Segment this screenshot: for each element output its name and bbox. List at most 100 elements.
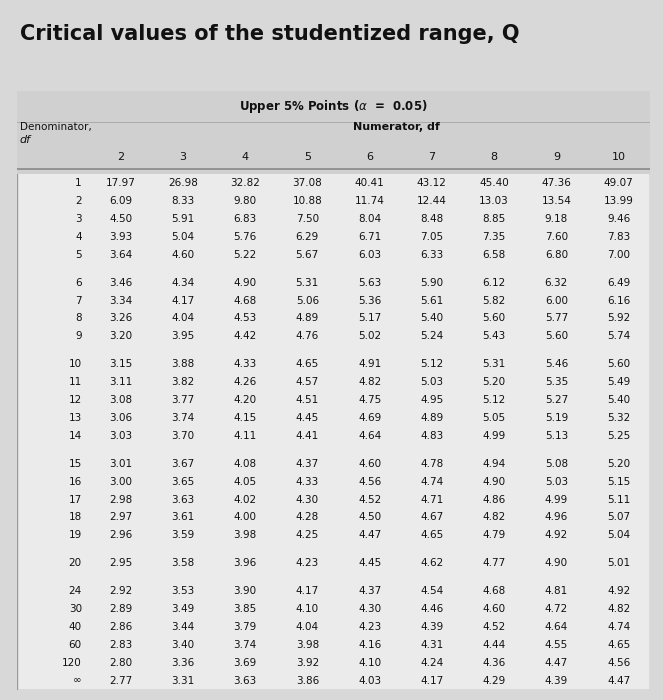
Text: 5.05: 5.05 [483,413,506,423]
Text: 24: 24 [68,586,82,596]
Text: 5.15: 5.15 [607,477,631,486]
Text: 40.41: 40.41 [355,178,385,188]
Text: 18: 18 [68,512,82,522]
Text: 4.65: 4.65 [296,359,319,369]
Text: 13.99: 13.99 [604,196,634,206]
Text: 3.01: 3.01 [109,458,132,469]
Text: 4: 4 [75,232,82,242]
Text: 3.98: 3.98 [296,640,319,650]
Text: 4.47: 4.47 [545,657,568,668]
Text: 6.32: 6.32 [545,278,568,288]
Text: 4.56: 4.56 [358,477,381,486]
Text: 3.92: 3.92 [296,657,319,668]
Text: 3.95: 3.95 [171,331,194,342]
Text: 10.88: 10.88 [292,196,322,206]
Text: 6.12: 6.12 [483,278,506,288]
Text: 5.36: 5.36 [358,295,381,306]
Text: 4.90: 4.90 [483,477,506,486]
Text: 8.04: 8.04 [358,214,381,224]
Text: 4.34: 4.34 [171,278,194,288]
Text: 4.37: 4.37 [296,458,319,469]
Text: 4.17: 4.17 [171,295,194,306]
Text: 3.63: 3.63 [233,676,257,685]
Text: 4.90: 4.90 [545,558,568,568]
Text: 4.60: 4.60 [171,250,194,260]
Text: 4.33: 4.33 [233,359,257,369]
Text: 4.64: 4.64 [358,431,381,441]
Text: 3.11: 3.11 [109,377,132,387]
Text: 4.51: 4.51 [296,395,319,405]
Text: 5.02: 5.02 [358,331,381,342]
Text: 4.04: 4.04 [296,622,319,632]
Text: 4.64: 4.64 [545,622,568,632]
Text: 4.17: 4.17 [296,586,319,596]
Text: 3.70: 3.70 [171,431,194,441]
Text: 9.18: 9.18 [545,214,568,224]
Text: 8: 8 [75,314,82,323]
Text: 4.00: 4.00 [233,512,257,522]
Text: 5.17: 5.17 [358,314,381,323]
Text: 3.03: 3.03 [109,431,132,441]
Text: 4.11: 4.11 [233,431,257,441]
Text: 2.80: 2.80 [109,657,132,668]
Text: 4.77: 4.77 [483,558,506,568]
Text: 4.10: 4.10 [358,657,381,668]
Text: 5.31: 5.31 [483,359,506,369]
Text: 2.77: 2.77 [109,676,132,685]
Text: 3.64: 3.64 [109,250,132,260]
Text: 4.25: 4.25 [296,531,319,540]
Text: 4.24: 4.24 [420,657,444,668]
Text: 3.34: 3.34 [109,295,132,306]
Text: 5.90: 5.90 [420,278,444,288]
Text: 2.95: 2.95 [109,558,132,568]
Text: 6.00: 6.00 [545,295,568,306]
Text: 4.74: 4.74 [420,477,444,486]
Text: 5.25: 5.25 [607,431,631,441]
Text: 4.62: 4.62 [420,558,444,568]
Text: 4.31: 4.31 [420,640,444,650]
Text: 3.86: 3.86 [296,676,319,685]
Text: 5.03: 5.03 [420,377,444,387]
Text: 4.02: 4.02 [233,494,257,505]
Text: 4.89: 4.89 [296,314,319,323]
Text: 60: 60 [69,640,82,650]
Text: 3.06: 3.06 [109,413,132,423]
Text: 3.63: 3.63 [171,494,194,505]
Text: 7.60: 7.60 [545,232,568,242]
Text: 2: 2 [75,196,82,206]
Text: Numerator, ​df: Numerator, ​df [353,122,440,132]
Text: 4.65: 4.65 [420,531,444,540]
Text: 8.48: 8.48 [420,214,444,224]
Text: 1: 1 [75,178,82,188]
Text: 2: 2 [117,153,124,162]
Text: 4.16: 4.16 [358,640,381,650]
Text: 4.71: 4.71 [420,494,444,505]
Text: 4.15: 4.15 [233,413,257,423]
Text: 6.16: 6.16 [607,295,631,306]
Text: 3: 3 [75,214,82,224]
Text: 4.26: 4.26 [233,377,257,387]
Text: 13.54: 13.54 [542,196,572,206]
Text: 5.31: 5.31 [296,278,319,288]
Text: 120: 120 [62,657,82,668]
Text: 4.52: 4.52 [483,622,506,632]
Text: 10: 10 [611,153,626,162]
Text: df: df [20,135,30,145]
Text: 5.07: 5.07 [607,512,630,522]
Text: 4.47: 4.47 [607,676,631,685]
Text: 3.53: 3.53 [171,586,194,596]
Text: 5.60: 5.60 [607,359,630,369]
Text: 5: 5 [75,250,82,260]
Text: 7.00: 7.00 [607,250,630,260]
Text: 6.71: 6.71 [358,232,381,242]
Text: 4.23: 4.23 [296,558,319,568]
Text: 3.65: 3.65 [171,477,194,486]
Text: ∞: ∞ [73,676,82,685]
Text: 5.32: 5.32 [607,413,631,423]
Text: 12.44: 12.44 [417,196,447,206]
Text: 3.15: 3.15 [109,359,132,369]
Text: 4.33: 4.33 [296,477,319,486]
Text: 3.79: 3.79 [233,622,257,632]
Text: 5.46: 5.46 [545,359,568,369]
Text: Denominator,: Denominator, [20,122,91,132]
